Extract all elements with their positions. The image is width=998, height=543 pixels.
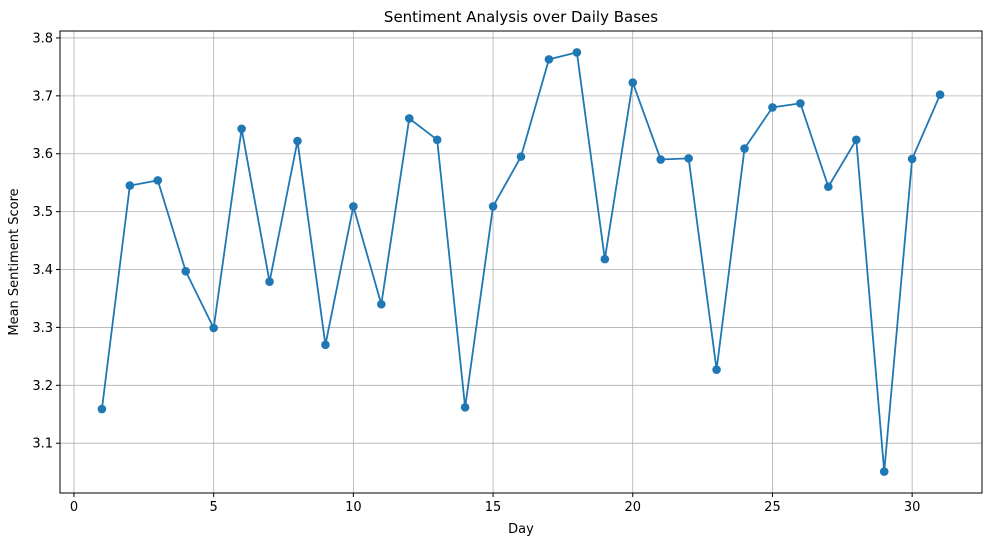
chart-title: Sentiment Analysis over Daily Bases [384, 8, 658, 26]
data-point [460, 403, 470, 412]
data-point [740, 144, 749, 153]
data-point [432, 135, 442, 145]
data-point [153, 176, 163, 185]
data-point [349, 202, 358, 211]
y-tick-label: 3.7 [32, 89, 53, 104]
data-point [209, 323, 218, 333]
data-point [796, 99, 805, 108]
data-point [600, 254, 610, 264]
y-tick-label: 3.6 [32, 147, 53, 162]
plot-frame [59, 30, 983, 494]
data-point [237, 124, 246, 134]
data-point [935, 90, 945, 99]
data-point [851, 135, 861, 145]
data-point [907, 154, 917, 164]
data-point [879, 467, 889, 476]
y-tick-label: 3.3 [32, 321, 53, 336]
x-tick-label: 25 [764, 500, 781, 515]
data-point [712, 365, 721, 374]
y-tick-label: 3.1 [32, 437, 53, 452]
data-point [377, 299, 386, 309]
y-tick-label: 3.4 [32, 263, 53, 278]
data-point [768, 103, 777, 112]
y-tick-label: 3.5 [32, 205, 53, 220]
data-point [125, 181, 135, 190]
data-point [824, 182, 833, 192]
x-tick-label: 20 [624, 500, 641, 515]
x-axis-label: Day [508, 522, 534, 537]
data-point [628, 78, 638, 87]
data-point [572, 48, 582, 57]
data-point [516, 152, 526, 161]
data-point [97, 404, 107, 414]
data-point [656, 155, 665, 164]
x-tick-label: 15 [485, 500, 502, 515]
y-tick-label: 3.8 [32, 31, 53, 46]
axis-ticks: 0 5 10 15 20 25 30 3.1 3.2 3.3 3.4 3.5 3.6 3.7 3.8 [32, 31, 920, 515]
y-tick-label: 3.2 [32, 379, 53, 394]
data-point [404, 114, 414, 123]
x-tick-label: 30 [904, 500, 921, 515]
data-point [488, 202, 498, 211]
x-tick-label: 5 [210, 500, 218, 515]
x-tick-label: 0 [70, 500, 78, 515]
data-point [181, 266, 191, 276]
data-point [265, 277, 274, 286]
series-group [97, 48, 945, 476]
data-point [293, 136, 302, 146]
x-tick-label: 10 [345, 500, 362, 515]
y-axis-label: Mean Sentiment Score [7, 188, 22, 335]
data-point [544, 55, 554, 64]
data-point [684, 154, 693, 163]
data-point [321, 340, 330, 350]
